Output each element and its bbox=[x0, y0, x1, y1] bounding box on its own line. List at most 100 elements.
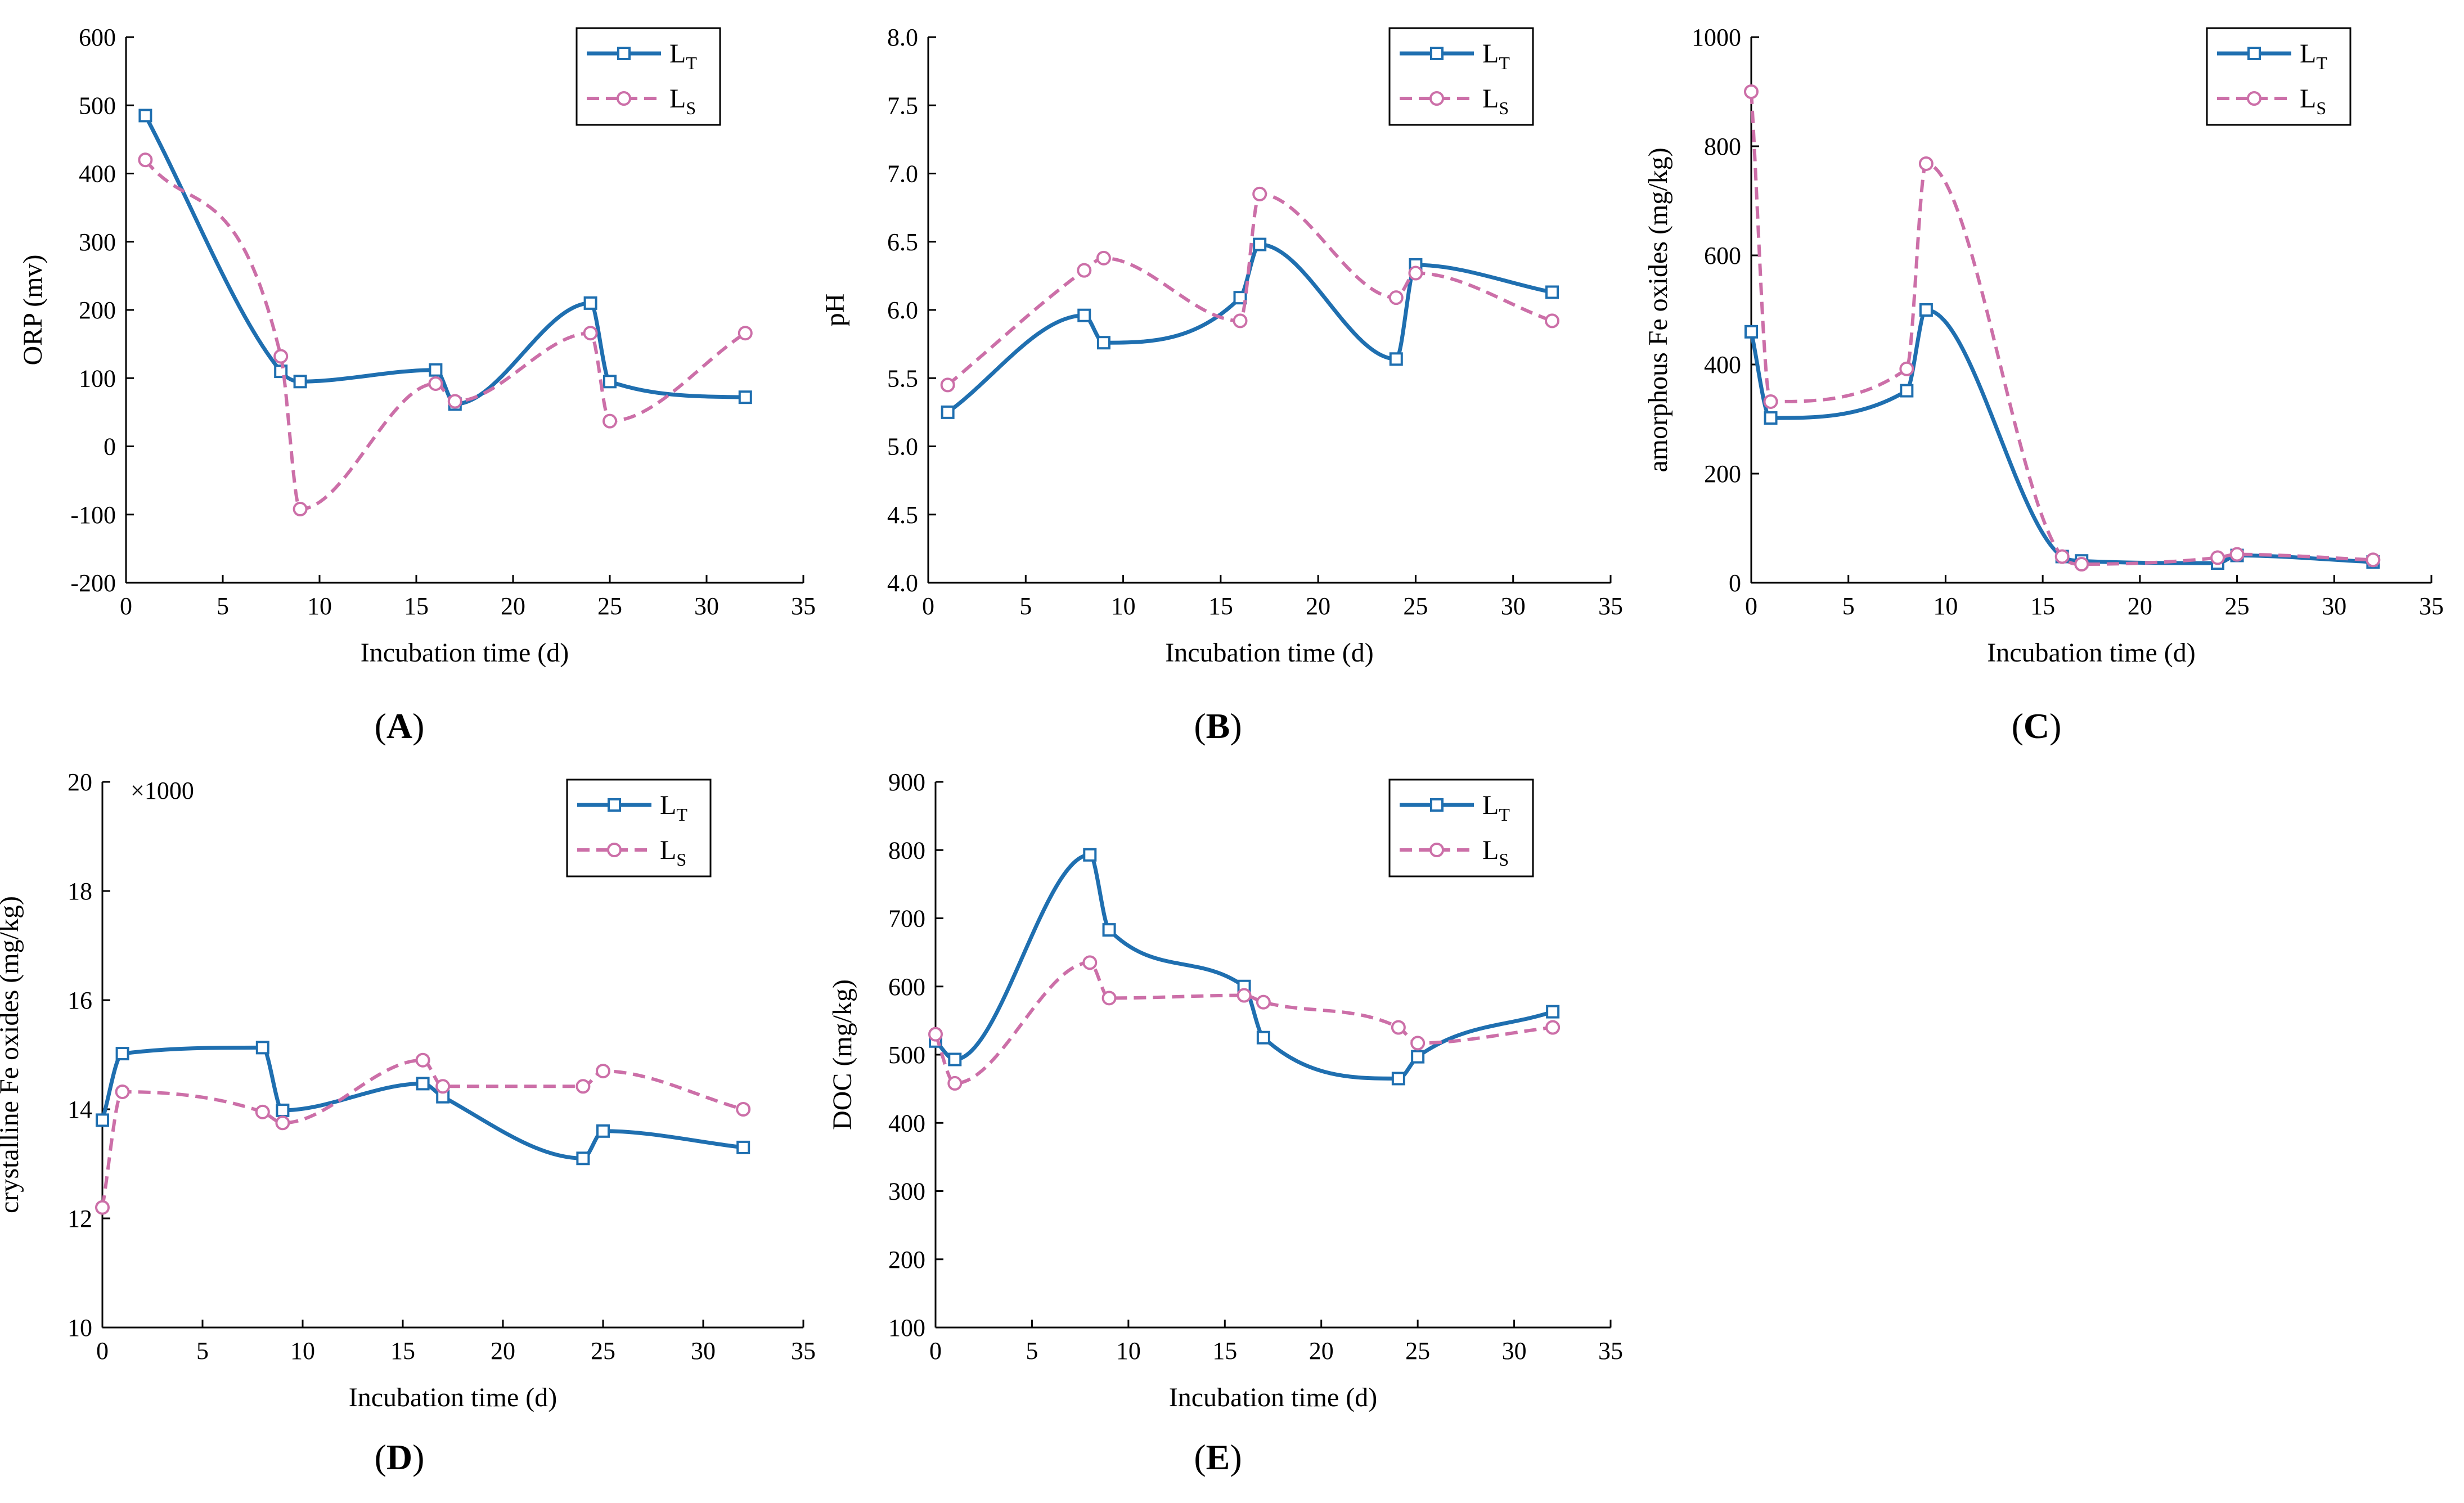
panel-e: 0 5 10 15 20 25 30 35 100 200 300 400 500 600 700 800 90… bbox=[828, 768, 1623, 1477]
panel-b: 0 5 10 15 20 25 30 35 4.0 4.5 5.0 5.5 6.0 6.5 7.0 7.5 8.… bbox=[820, 24, 1623, 746]
legend-box bbox=[2206, 27, 2351, 126]
data-point-ls bbox=[435, 1079, 451, 1094]
y-tick-label: 5.5 bbox=[887, 364, 918, 392]
data-point-ls bbox=[928, 1027, 943, 1042]
data-point-lt bbox=[429, 363, 443, 377]
x-axis-label: Incubation time (d) bbox=[1169, 1383, 1378, 1412]
legend-marker-lt bbox=[1430, 798, 1444, 812]
legend-marker-lt bbox=[608, 798, 621, 812]
y-tick-label: 200 bbox=[79, 296, 116, 324]
data-point-lt bbox=[603, 375, 617, 389]
legend-label-main: L bbox=[1482, 39, 1499, 69]
y-tick-label: 14 bbox=[68, 1096, 92, 1123]
x-tick-label: 0 bbox=[1745, 592, 1757, 620]
y-axis-label: pH bbox=[820, 294, 850, 327]
legend-label-main: L bbox=[660, 790, 676, 820]
y-tick-label: 100 bbox=[79, 364, 116, 392]
x-tick-label: 20 bbox=[491, 1337, 515, 1365]
data-point-lt bbox=[274, 364, 288, 379]
x-tick-label: 20 bbox=[2128, 592, 2152, 620]
x-tick-label: 25 bbox=[2225, 592, 2250, 620]
x-tick-label: 20 bbox=[1306, 592, 1330, 620]
legend-label-lt: LT bbox=[1482, 39, 1510, 73]
data-point-ls bbox=[1388, 290, 1404, 305]
y-tick-label: 16 bbox=[68, 987, 92, 1014]
legend-label-main: L bbox=[669, 39, 686, 69]
data-point-lt bbox=[1764, 411, 1778, 425]
y-axis-label: DOC (mg/kg) bbox=[828, 979, 857, 1130]
data-point-lt bbox=[1389, 352, 1403, 366]
data-point-ls bbox=[1233, 313, 1248, 328]
y-tick-label: 700 bbox=[888, 905, 925, 933]
y-tick-label: 0 bbox=[1729, 569, 1741, 597]
legend-label-lt: LT bbox=[669, 39, 697, 73]
data-point-lt bbox=[941, 405, 955, 419]
data-point-ls bbox=[583, 326, 598, 341]
data-point-lt bbox=[1102, 923, 1116, 937]
data-point-lt bbox=[96, 1113, 109, 1127]
legend-label-sub: S bbox=[1499, 849, 1509, 870]
panel-label-open: ( bbox=[1194, 706, 1206, 746]
data-point-ls bbox=[1256, 994, 1271, 1010]
data-point-lt bbox=[1256, 1030, 1270, 1045]
data-point-lt bbox=[138, 109, 152, 123]
x-tick-label: 30 bbox=[694, 592, 719, 620]
legend-label-lt: LT bbox=[1482, 790, 1510, 825]
data-point-ls bbox=[602, 413, 617, 429]
data-point-lt bbox=[1096, 336, 1110, 350]
y-tick-label: -100 bbox=[70, 501, 116, 529]
data-point-lt bbox=[1391, 1072, 1405, 1086]
x-tick-label: 15 bbox=[390, 1337, 415, 1365]
series-line-lt bbox=[933, 853, 1555, 1081]
panel-label: (A) bbox=[375, 706, 425, 746]
data-point-lt bbox=[1233, 291, 1247, 305]
x-tick-label: 30 bbox=[1501, 592, 1526, 620]
legend-marker-ls bbox=[1429, 843, 1444, 857]
legend-label-ls: LS bbox=[1482, 84, 1509, 118]
panel-a: 0 5 10 15 20 25 30 35 -200 -100 0 100 200 300 400 500 60… bbox=[18, 24, 816, 746]
data-point-lt bbox=[1744, 325, 1758, 339]
panel-label-letter: E bbox=[1206, 1437, 1230, 1477]
legend-label-ls: LS bbox=[2300, 84, 2326, 118]
legend-label-sub: S bbox=[686, 98, 696, 118]
data-point-lt bbox=[1919, 303, 1933, 317]
data-point-ls bbox=[115, 1084, 130, 1099]
legend-marker-ls bbox=[2247, 91, 2261, 106]
y-tick-label: 8.0 bbox=[887, 24, 918, 51]
data-point-lt bbox=[416, 1077, 430, 1091]
legend-label-sub: S bbox=[2316, 98, 2326, 118]
data-point-ls bbox=[273, 349, 289, 364]
x-tick-label: 5 bbox=[1842, 592, 1855, 620]
data-point-ls bbox=[275, 1115, 290, 1131]
panel-label: (B) bbox=[1194, 706, 1242, 746]
data-point-ls bbox=[1899, 361, 1914, 376]
legend-label-sub: S bbox=[676, 849, 686, 870]
panel-label-letter: A bbox=[386, 706, 412, 746]
y-tick-label: 0 bbox=[104, 433, 116, 461]
data-point-ls bbox=[428, 376, 443, 391]
data-point-lt bbox=[1411, 1050, 1425, 1064]
legend-label-main: L bbox=[660, 835, 676, 865]
legend-label-sub: T bbox=[676, 804, 687, 825]
data-point-ls bbox=[596, 1064, 610, 1079]
x-axis-label: Incubation time (d) bbox=[1165, 638, 1374, 668]
data-point-lt bbox=[276, 1103, 290, 1117]
data-point-ls bbox=[1101, 991, 1117, 1006]
panel-d: 0 5 10 15 20 25 30 35 10 12 14 16 18 20 Incubation tim… bbox=[0, 768, 816, 1477]
x-tick-label: 10 bbox=[307, 592, 332, 620]
x-tick-label: 0 bbox=[922, 592, 934, 620]
x-axis-label: Incubation time (d) bbox=[349, 1383, 557, 1412]
legend-label-lt: LT bbox=[2300, 39, 2327, 73]
panel-label: (D) bbox=[375, 1437, 425, 1477]
legend-label-main: L bbox=[1482, 835, 1499, 865]
legend-label-main: L bbox=[2300, 39, 2316, 69]
x-tick-label: 25 bbox=[597, 592, 622, 620]
legend-marker-ls bbox=[607, 843, 622, 857]
panel-label-close: ) bbox=[412, 1437, 424, 1477]
x-tick-label: 5 bbox=[1019, 592, 1032, 620]
y-axis-label: ORP (mv) bbox=[18, 255, 48, 366]
panel-c: 0 5 10 15 20 25 30 35 0 200 400 600 800 1000 Incubatio… bbox=[1643, 24, 2444, 746]
